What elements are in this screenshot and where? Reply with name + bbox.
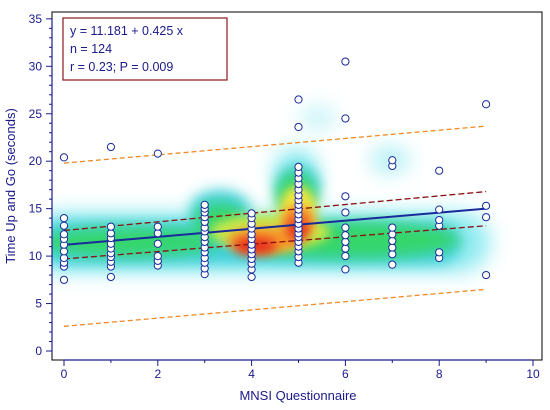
data-point — [247, 209, 256, 218]
confidence-band-lower — [63, 225, 487, 260]
data-point — [435, 248, 444, 257]
data-point — [435, 166, 444, 175]
y-tick-label: 30 — [29, 59, 43, 73]
data-point — [388, 223, 397, 232]
data-point — [59, 153, 69, 162]
data-point — [482, 100, 491, 109]
annotation-line-1: y = 11.181 + 0.425 x — [70, 24, 184, 38]
y-tick-label: 15 — [29, 202, 43, 216]
y-tick-label: 35 — [29, 12, 43, 26]
data-point — [341, 252, 350, 261]
data-points — [59, 57, 491, 284]
axis-ticks: 0 5 10 15 20 25 30 35 0 2 4 6 8 10 — [29, 12, 540, 381]
data-point — [153, 222, 162, 231]
data-point — [482, 213, 491, 222]
data-point — [294, 122, 303, 132]
regression-line — [63, 207, 487, 246]
data-point — [435, 215, 444, 225]
data-point — [294, 162, 303, 171]
stats-annotation: y = 11.181 + 0.425 x n = 124 r = 0.23; P… — [62, 17, 228, 81]
data-point — [59, 214, 69, 223]
data-point — [59, 247, 69, 256]
data-point — [388, 230, 397, 239]
prediction-band-upper — [63, 125, 487, 164]
y-tick-label: 10 — [29, 249, 43, 263]
data-point — [59, 221, 69, 230]
data-point — [294, 95, 303, 104]
data-point — [388, 250, 397, 259]
data-point — [435, 205, 444, 214]
data-point — [388, 156, 397, 165]
annotation-line-2: n = 124 — [70, 42, 112, 56]
data-point — [59, 275, 69, 284]
data-point — [153, 229, 162, 238]
x-tick-label: 4 — [248, 367, 255, 381]
y-axis-title: Time Up and Go (seconds) — [3, 108, 18, 264]
data-point — [341, 114, 350, 123]
data-point — [153, 149, 162, 158]
data-point — [341, 223, 350, 232]
data-point — [341, 237, 350, 246]
regression-lines — [63, 125, 487, 327]
x-tick-label: 0 — [61, 367, 68, 381]
x-tick-label: 2 — [154, 367, 161, 381]
confidence-band-upper — [63, 190, 487, 232]
data-point — [106, 222, 116, 231]
data-point — [106, 142, 116, 152]
annotation-box — [62, 17, 228, 81]
data-point — [341, 265, 350, 274]
data-point — [341, 192, 350, 201]
data-point — [482, 201, 491, 210]
density-heatmap — [52, 106, 490, 272]
data-point — [388, 236, 397, 246]
data-point — [153, 252, 162, 261]
data-point — [341, 57, 350, 66]
data-point — [153, 239, 162, 248]
data-point — [482, 270, 491, 280]
data-point — [200, 200, 209, 209]
annotation-line-3: r = 0.23; P = 0.009 — [70, 60, 173, 74]
x-tick-label: 10 — [526, 367, 540, 381]
x-tick-label: 8 — [436, 367, 443, 381]
data-point — [59, 253, 69, 263]
x-tick-label: 6 — [342, 367, 349, 381]
y-tick-label: 5 — [35, 297, 42, 311]
data-point — [388, 243, 397, 252]
data-point — [341, 244, 350, 253]
data-point — [59, 230, 69, 239]
y-tick-label: 0 — [35, 344, 42, 358]
y-tick-label: 25 — [29, 107, 43, 121]
data-point — [341, 208, 350, 217]
data-point — [341, 231, 350, 240]
prediction-band-lower — [63, 288, 487, 327]
x-axis-title: MNSI Questionnaire — [239, 388, 356, 403]
data-point — [106, 272, 116, 282]
data-point — [388, 260, 397, 269]
data-point — [247, 272, 256, 282]
data-point — [106, 229, 116, 238]
y-tick-label: 20 — [29, 154, 43, 168]
